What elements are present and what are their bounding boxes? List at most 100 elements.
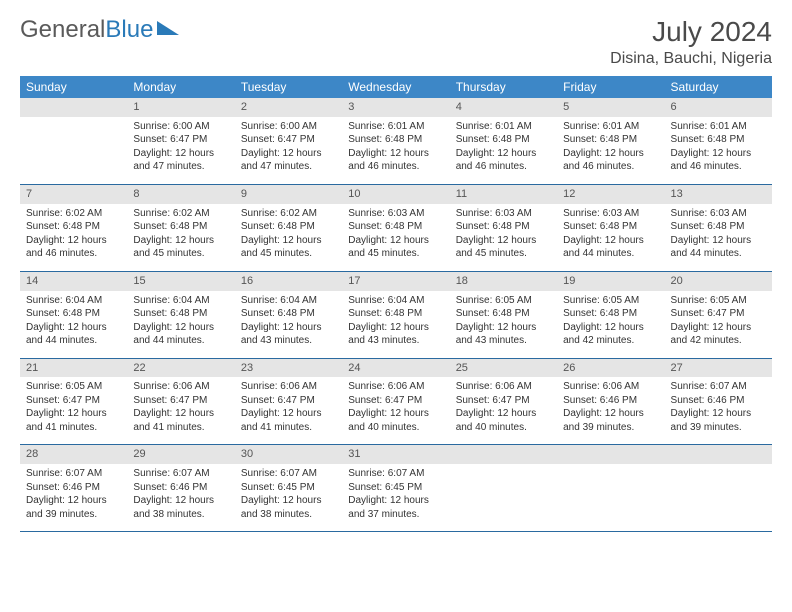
calendar-day-cell: 1Sunrise: 6:00 AMSunset: 6:47 PMDaylight… [127, 98, 234, 184]
sunset-text: Sunset: 6:47 PM [133, 133, 228, 147]
day-body: Sunrise: 6:07 AMSunset: 6:46 PMDaylight:… [20, 464, 127, 531]
calendar-day-cell: 29Sunrise: 6:07 AMSunset: 6:46 PMDayligh… [127, 445, 234, 532]
calendar-day-cell: 14Sunrise: 6:04 AMSunset: 6:48 PMDayligh… [20, 271, 127, 358]
daylight-text-2: and 40 minutes. [348, 421, 443, 435]
sunset-text: Sunset: 6:48 PM [563, 133, 658, 147]
sunset-text: Sunset: 6:47 PM [456, 394, 551, 408]
sunset-text: Sunset: 6:47 PM [241, 394, 336, 408]
day-body: Sunrise: 6:05 AMSunset: 6:47 PMDaylight:… [665, 291, 772, 358]
calendar-day-cell: 26Sunrise: 6:06 AMSunset: 6:46 PMDayligh… [557, 358, 664, 445]
day-number: 10 [342, 185, 449, 204]
day-body: Sunrise: 6:04 AMSunset: 6:48 PMDaylight:… [127, 291, 234, 358]
daylight-text-1: Daylight: 12 hours [456, 321, 551, 335]
sunset-text: Sunset: 6:48 PM [348, 220, 443, 234]
sunset-text: Sunset: 6:48 PM [348, 133, 443, 147]
sunset-text: Sunset: 6:48 PM [133, 220, 228, 234]
day-number: 22 [127, 359, 234, 378]
daylight-text-1: Daylight: 12 hours [456, 407, 551, 421]
calendar-day-cell: 4Sunrise: 6:01 AMSunset: 6:48 PMDaylight… [450, 98, 557, 184]
calendar-day-cell [450, 445, 557, 532]
day-number: 5 [557, 98, 664, 117]
day-body: Sunrise: 6:01 AMSunset: 6:48 PMDaylight:… [450, 117, 557, 184]
sunrise-text: Sunrise: 6:07 AM [26, 467, 121, 481]
daylight-text-1: Daylight: 12 hours [456, 234, 551, 248]
calendar-day-cell: 7Sunrise: 6:02 AMSunset: 6:48 PMDaylight… [20, 184, 127, 271]
daylight-text-2: and 42 minutes. [563, 334, 658, 348]
day-number: 3 [342, 98, 449, 117]
daylight-text-2: and 46 minutes. [671, 160, 766, 174]
day-number: 13 [665, 185, 772, 204]
day-body: Sunrise: 6:02 AMSunset: 6:48 PMDaylight:… [235, 204, 342, 271]
daylight-text-1: Daylight: 12 hours [241, 494, 336, 508]
calendar-day-cell: 19Sunrise: 6:05 AMSunset: 6:48 PMDayligh… [557, 271, 664, 358]
calendar-day-cell: 16Sunrise: 6:04 AMSunset: 6:48 PMDayligh… [235, 271, 342, 358]
month-title: July 2024 [610, 16, 772, 48]
day-body: Sunrise: 6:06 AMSunset: 6:47 PMDaylight:… [235, 377, 342, 444]
day-body: Sunrise: 6:02 AMSunset: 6:48 PMDaylight:… [20, 204, 127, 271]
day-body: Sunrise: 6:06 AMSunset: 6:46 PMDaylight:… [557, 377, 664, 444]
calendar-day-cell: 27Sunrise: 6:07 AMSunset: 6:46 PMDayligh… [665, 358, 772, 445]
daylight-text-2: and 45 minutes. [348, 247, 443, 261]
sunset-text: Sunset: 6:48 PM [456, 307, 551, 321]
sunrise-text: Sunrise: 6:02 AM [26, 207, 121, 221]
day-body: Sunrise: 6:06 AMSunset: 6:47 PMDaylight:… [342, 377, 449, 444]
sunrise-text: Sunrise: 6:07 AM [241, 467, 336, 481]
sunset-text: Sunset: 6:47 PM [26, 394, 121, 408]
sunset-text: Sunset: 6:48 PM [133, 307, 228, 321]
sunset-text: Sunset: 6:48 PM [241, 307, 336, 321]
day-number: 11 [450, 185, 557, 204]
title-block: July 2024 Disina, Bauchi, Nigeria [610, 16, 772, 68]
calendar-day-cell: 11Sunrise: 6:03 AMSunset: 6:48 PMDayligh… [450, 184, 557, 271]
day-number: 21 [20, 359, 127, 378]
sunset-text: Sunset: 6:48 PM [671, 133, 766, 147]
day-body: Sunrise: 6:07 AMSunset: 6:45 PMDaylight:… [235, 464, 342, 531]
day-number: 17 [342, 272, 449, 291]
day-body: Sunrise: 6:01 AMSunset: 6:48 PMDaylight:… [665, 117, 772, 184]
calendar-day-cell [557, 445, 664, 532]
calendar-day-cell: 20Sunrise: 6:05 AMSunset: 6:47 PMDayligh… [665, 271, 772, 358]
daylight-text-2: and 44 minutes. [133, 334, 228, 348]
sunset-text: Sunset: 6:46 PM [671, 394, 766, 408]
day-body: Sunrise: 6:07 AMSunset: 6:45 PMDaylight:… [342, 464, 449, 531]
daylight-text-1: Daylight: 12 hours [26, 321, 121, 335]
daylight-text-1: Daylight: 12 hours [671, 234, 766, 248]
logo-text-2: Blue [105, 16, 153, 44]
sunrise-text: Sunrise: 6:06 AM [133, 380, 228, 394]
calendar-head: SundayMondayTuesdayWednesdayThursdayFrid… [20, 76, 772, 98]
daylight-text-2: and 39 minutes. [26, 508, 121, 522]
daylight-text-1: Daylight: 12 hours [133, 321, 228, 335]
sunset-text: Sunset: 6:48 PM [456, 133, 551, 147]
daylight-text-1: Daylight: 12 hours [348, 234, 443, 248]
calendar-day-cell: 31Sunrise: 6:07 AMSunset: 6:45 PMDayligh… [342, 445, 449, 532]
location-text: Disina, Bauchi, Nigeria [610, 50, 772, 68]
sunrise-text: Sunrise: 6:04 AM [241, 294, 336, 308]
day-body: Sunrise: 6:06 AMSunset: 6:47 PMDaylight:… [127, 377, 234, 444]
calendar-week-row: 28Sunrise: 6:07 AMSunset: 6:46 PMDayligh… [20, 445, 772, 532]
daylight-text-2: and 46 minutes. [456, 160, 551, 174]
day-body: Sunrise: 6:00 AMSunset: 6:47 PMDaylight:… [235, 117, 342, 184]
logo: GeneralBlue [20, 16, 179, 44]
daylight-text-2: and 41 minutes. [26, 421, 121, 435]
sunrise-text: Sunrise: 6:04 AM [133, 294, 228, 308]
logo-triangle-icon [157, 21, 179, 35]
day-number: 30 [235, 445, 342, 464]
sunrise-text: Sunrise: 6:05 AM [456, 294, 551, 308]
weekday-header: Thursday [450, 76, 557, 98]
sunrise-text: Sunrise: 6:01 AM [671, 120, 766, 134]
daylight-text-1: Daylight: 12 hours [241, 234, 336, 248]
daylight-text-2: and 39 minutes. [671, 421, 766, 435]
calendar-week-row: 7Sunrise: 6:02 AMSunset: 6:48 PMDaylight… [20, 184, 772, 271]
day-number: 20 [665, 272, 772, 291]
sunset-text: Sunset: 6:47 PM [671, 307, 766, 321]
sunset-text: Sunset: 6:46 PM [26, 481, 121, 495]
sunrise-text: Sunrise: 6:06 AM [241, 380, 336, 394]
day-body [450, 464, 557, 526]
day-body [665, 464, 772, 526]
calendar-day-cell: 6Sunrise: 6:01 AMSunset: 6:48 PMDaylight… [665, 98, 772, 184]
day-body: Sunrise: 6:04 AMSunset: 6:48 PMDaylight:… [235, 291, 342, 358]
sunrise-text: Sunrise: 6:04 AM [348, 294, 443, 308]
sunset-text: Sunset: 6:47 PM [348, 394, 443, 408]
calendar-day-cell: 10Sunrise: 6:03 AMSunset: 6:48 PMDayligh… [342, 184, 449, 271]
day-number: 28 [20, 445, 127, 464]
weekday-header: Friday [557, 76, 664, 98]
